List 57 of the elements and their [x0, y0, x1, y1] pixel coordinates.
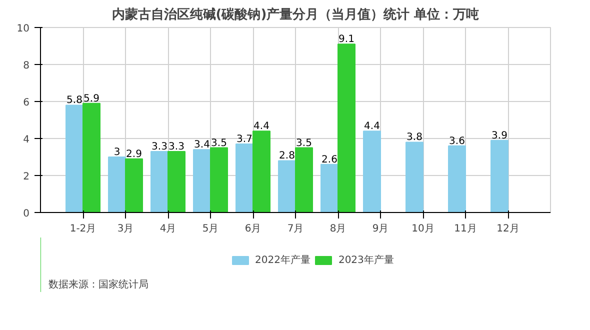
legend-label: 2023年产量 — [338, 254, 394, 267]
bar — [252, 130, 270, 212]
bar — [108, 156, 126, 212]
bar — [448, 145, 466, 212]
bar — [295, 147, 313, 212]
data-label: 3.3 — [168, 141, 184, 152]
bar — [125, 158, 143, 212]
data-label: 5.9 — [84, 93, 100, 104]
data-label: 4.4 — [254, 121, 270, 132]
bar — [278, 160, 296, 212]
y-tick-label: 10 — [16, 24, 30, 34]
data-label: 3.6 — [449, 136, 465, 147]
bar — [490, 140, 508, 212]
bar — [363, 130, 381, 212]
y-tick-label: 0 — [23, 208, 30, 220]
data-label: 3.9 — [492, 130, 508, 142]
data-label: 2.6 — [322, 154, 338, 166]
x-tick-label: 9月 — [372, 224, 389, 234]
bar — [168, 150, 186, 212]
data-label: 3.7 — [236, 134, 252, 146]
x-tick-label: 11月 — [454, 224, 477, 234]
bar — [406, 142, 424, 212]
y-tick-label: 8 — [23, 60, 30, 72]
data-label: 5.8 — [66, 95, 82, 106]
bar — [210, 147, 228, 212]
x-tick-label: 7月 — [287, 224, 304, 234]
bar — [66, 104, 84, 212]
bar — [150, 150, 168, 212]
data-label: 3.5 — [296, 138, 312, 149]
bar — [236, 144, 254, 212]
x-tick-label: 4月 — [160, 224, 176, 234]
bar — [82, 102, 100, 212]
chart-title: 内蒙古自治区纯碱(碳酸钠)产量分月（当月值）统计 单位：万吨 — [112, 6, 480, 22]
legend-label: 2022年产量 — [255, 254, 310, 267]
data-label: 3.4 — [194, 140, 210, 151]
data-label: 3.5 — [211, 138, 227, 149]
x-tick-label: 10月 — [412, 224, 434, 234]
y-tick-label: 4 — [23, 134, 30, 146]
data-label: 2.8 — [279, 150, 295, 162]
data-label: 9.1 — [338, 34, 354, 46]
x-tick-label: 8月 — [330, 224, 346, 234]
bar — [338, 44, 356, 212]
source-note: 数据来源：国家统计局 — [48, 278, 148, 290]
x-tick-label: 1-2月 — [70, 224, 96, 234]
data-label: 3 — [114, 147, 120, 158]
x-tick-label: 12月 — [496, 224, 520, 234]
x-tick-label: 3月 — [117, 224, 134, 234]
y-tick-label: 2 — [23, 172, 30, 182]
bar — [320, 164, 338, 212]
bar — [193, 149, 211, 212]
y-tick-label: 6 — [23, 98, 30, 108]
data-label: 3.3 — [152, 141, 168, 152]
data-label: 3.8 — [406, 132, 422, 144]
x-tick-label: 5月 — [202, 224, 219, 234]
data-label: 4.4 — [364, 121, 380, 132]
data-label: 2.9 — [126, 148, 142, 160]
x-tick-label: 6月 — [244, 224, 262, 234]
